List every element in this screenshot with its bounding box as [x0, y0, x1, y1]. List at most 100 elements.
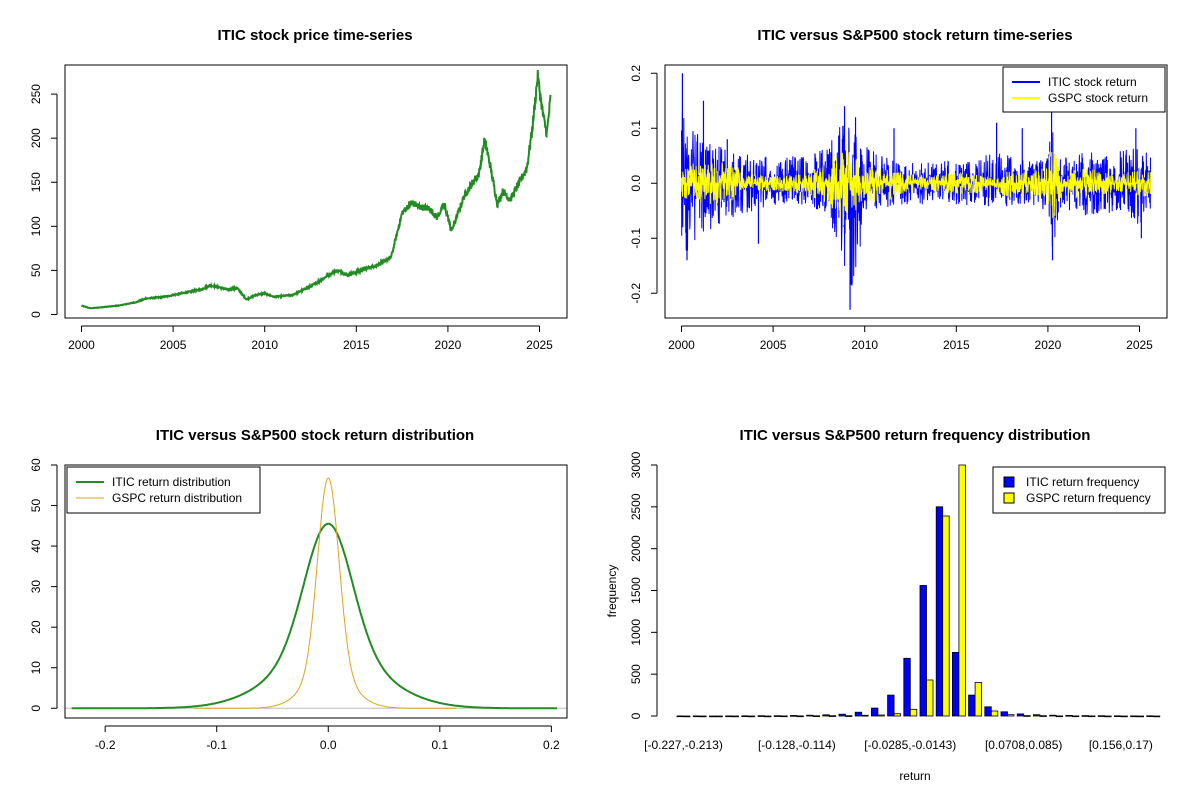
itic-frequency-bar: [1016, 713, 1025, 717]
legend-label-gspc: GSPC stock return: [1048, 91, 1148, 105]
gspc-frequency-bar: [1136, 715, 1144, 718]
chart-title: ITIC versus S&P500 stock return time-ser…: [757, 27, 1072, 44]
itic-frequency-bar: [822, 714, 830, 717]
y-tick-label: -0.1: [629, 228, 643, 249]
itic-frequency-bar: [1097, 715, 1106, 717]
itic-frequency-bar: [757, 715, 765, 717]
itic-frequency-bar: [1130, 715, 1138, 718]
price-series-line: [80, 69, 552, 310]
legend: ITIC return frequency GSPC return freque…: [992, 466, 1166, 514]
gspc-frequency-bar: [845, 715, 853, 717]
legend: ITIC stock return GSPC stock return: [1002, 66, 1166, 113]
x-tick-label: 2020: [1035, 338, 1062, 352]
axes: 2000 2005 2010 2015 2020 2025 -0.2 -0.1 0.0 0.1 0.…: [629, 65, 1153, 352]
itic-frequency-bar: [952, 652, 960, 717]
y-tick-label: -0.2: [629, 283, 643, 304]
y-tick-label: 1500: [629, 577, 643, 604]
x-tick-label: [-0.128,-0.114): [758, 738, 836, 752]
itic-frequency-bar: [1146, 715, 1154, 717]
plot-frame: [64, 64, 568, 319]
gspc-frequency-bar: [1120, 715, 1128, 718]
x-tick-label: 2010: [251, 338, 278, 352]
gspc-frequency-bar: [1023, 715, 1031, 717]
gspc-frequency-bar: [715, 715, 723, 718]
itic-frequency-bar: [1114, 715, 1122, 717]
y-tick-label: 0.0: [629, 175, 643, 192]
gspc-frequency-bar: [1007, 714, 1015, 717]
gspc-frequency-bar: [683, 715, 691, 718]
gspc-frequency-bar: [877, 714, 885, 717]
gspc-frequency-bar: [990, 710, 999, 717]
itic-frequency-bar: [1033, 714, 1041, 717]
y-tick-label: 0.1: [629, 120, 643, 137]
gspc-frequency-bar: [780, 715, 788, 718]
gspc-frequency-bar: [1152, 715, 1161, 718]
chart-title: ITIC stock price time-series: [217, 27, 412, 44]
legend-swatch-itic: [1003, 476, 1015, 488]
itic-frequency-bar: [725, 715, 733, 718]
y-tick-label: 40: [29, 539, 43, 553]
x-tick-label: [-0.227,-0.213): [644, 738, 723, 752]
legend: ITIC return distribution GSPC return dis…: [66, 466, 261, 514]
itic-frequency-bar: [790, 715, 798, 717]
plot-frame: [64, 464, 568, 719]
legend-swatch-gspc: [1003, 492, 1015, 504]
itic-frequency-bar: [1065, 715, 1073, 717]
x-tick-label: 0.1: [431, 738, 448, 752]
gspc-frequency-bar: [942, 515, 950, 717]
gspc-frequency-bar: [747, 715, 756, 718]
x-tick-label: 2000: [668, 338, 695, 352]
gspc-frequency-bar: [861, 714, 869, 717]
x-tick-label: 0.2: [543, 738, 560, 752]
chart-return-frequency: ITIC versus S&P500 return frequency dist…: [605, 427, 1166, 783]
legend-box: [992, 466, 1166, 514]
itic-frequency-bar: [676, 715, 684, 718]
gspc-frequency-bar: [926, 679, 934, 717]
gspc-frequency-bar: [764, 715, 772, 718]
x-tick-label: 2000: [68, 338, 95, 352]
y-tick-label: 0: [629, 712, 643, 719]
itic-frequency-bar: [709, 715, 717, 718]
legend-box: [66, 466, 261, 514]
x-tick-label: -0.1: [206, 738, 227, 752]
legend-label-itic: ITIC return distribution: [112, 475, 231, 489]
plot-area: [80, 69, 552, 310]
x-tick-label: 2010: [851, 338, 878, 352]
itic-frequency-bar: [806, 714, 814, 717]
itic-frequency-bar: [887, 694, 895, 717]
itic-frequency-bar: [871, 707, 879, 717]
chart-price-timeseries: ITIC stock price time-series 2000 2005 201…: [29, 27, 568, 352]
x-tick-label: [0.0708,0.085): [985, 738, 1062, 752]
legend-box: [1002, 66, 1166, 113]
y-tick-label: 100: [29, 216, 43, 236]
gspc-frequency-bar: [893, 713, 901, 717]
plot-area: [65, 477, 567, 710]
x-axis-label: return: [899, 769, 930, 783]
plot-area: [681, 73, 1151, 310]
itic-frequency-bar: [1000, 711, 1008, 717]
itic-frequency-bar: [692, 715, 701, 718]
itic-frequency-bar: [838, 713, 846, 717]
chart-return-timeseries: ITIC versus S&P500 stock return time-ser…: [629, 27, 1168, 352]
gspc-frequency-bar: [828, 715, 837, 717]
gspc-frequency-bar: [958, 464, 966, 717]
y-tick-label: 0: [29, 311, 43, 318]
x-tick-label: [-0.0285,-0.0143): [864, 738, 956, 752]
x-tick-label: 2015: [343, 338, 370, 352]
axes: 0 500 1000 1500 2000 2500 3000 [-0.227,-0.213) […: [629, 451, 1153, 752]
legend-label-itic: ITIC return frequency: [1026, 475, 1139, 489]
x-tick-label: 2025: [526, 338, 553, 352]
x-tick-label: 2015: [943, 338, 970, 352]
y-tick-label: 50: [29, 499, 43, 513]
gspc-frequency-bar: [909, 708, 918, 717]
chart-return-distribution: ITIC versus S&P500 stock return distribu…: [29, 427, 568, 752]
itic-frequency-bar: [854, 711, 863, 717]
gspc-return-series: [681, 143, 1151, 226]
y-tick-label: 250: [29, 84, 43, 104]
gspc-frequency-bar: [1088, 715, 1096, 718]
y-tick-label: 10: [29, 661, 43, 675]
x-tick-label: -0.2: [95, 738, 116, 752]
y-tick-label: 60: [29, 458, 43, 472]
